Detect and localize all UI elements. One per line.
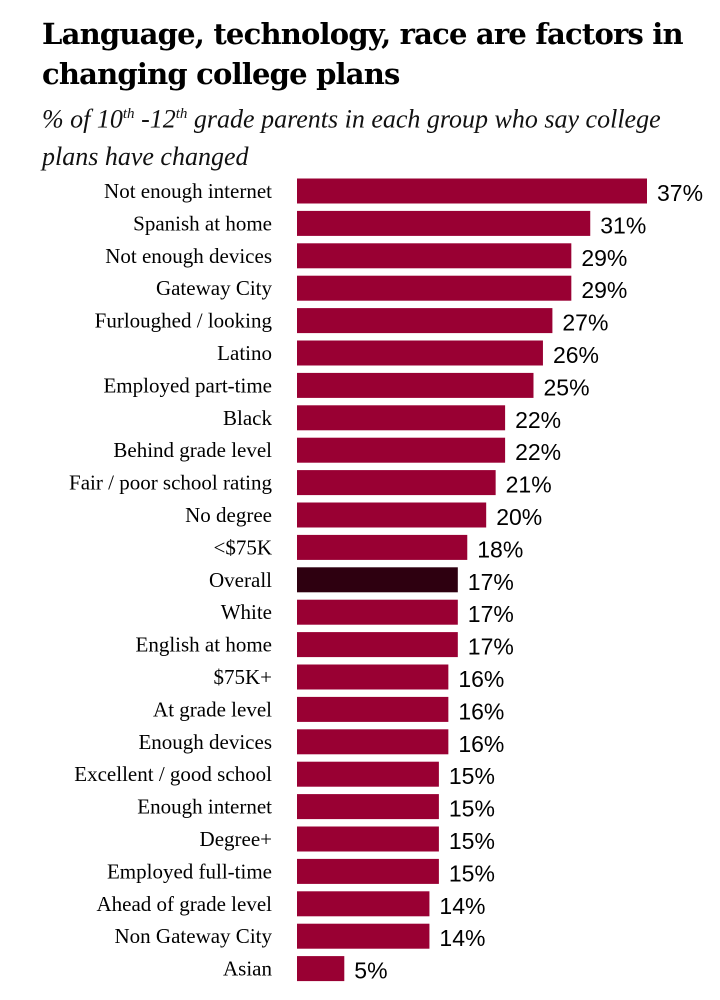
chart-title: Language, technology, race are factors i…: [42, 17, 684, 91]
category-label: Black: [223, 406, 272, 430]
bar: [297, 502, 487, 528]
category-label: Enough devices: [138, 730, 272, 754]
subtitle-sup: th: [122, 106, 135, 122]
category-label: English at home: [136, 633, 272, 657]
category-label: Gateway City: [156, 276, 273, 300]
category-label: White: [221, 600, 272, 624]
category-label: Non Gateway City: [115, 924, 273, 948]
category-label: Overall: [209, 568, 272, 592]
data-label: 37%: [657, 180, 703, 206]
bar: [297, 340, 543, 366]
data-label: 17%: [468, 601, 514, 627]
category-label: Not enough devices: [105, 244, 272, 268]
bar: [297, 567, 458, 593]
data-label: 21%: [506, 472, 552, 498]
bar: [297, 923, 430, 949]
bar: [297, 891, 430, 917]
bar: [297, 696, 449, 722]
bar: [297, 858, 439, 884]
bar: [297, 729, 449, 755]
bar: [297, 437, 506, 463]
category-label: Employed full-time: [107, 859, 272, 883]
bar: [297, 956, 345, 982]
bar: [297, 178, 647, 204]
category-label: Degree+: [200, 827, 272, 851]
category-label: Fair / poor school rating: [69, 471, 272, 495]
data-label: 16%: [458, 666, 504, 692]
subtitle-sup: th: [175, 106, 188, 122]
category-label: <$75K: [213, 535, 272, 559]
data-label: 29%: [581, 245, 627, 271]
subtitle-part: % of 10: [42, 104, 123, 134]
bar: [297, 275, 572, 301]
category-label: No degree: [185, 503, 272, 527]
bar: [297, 210, 591, 236]
subtitle-part: grade parents in each group who say coll…: [42, 104, 661, 171]
data-label: 16%: [458, 698, 504, 724]
data-label: 20%: [496, 504, 542, 530]
bar: [297, 405, 506, 431]
bar: [297, 599, 458, 625]
category-label: Behind grade level: [113, 438, 272, 462]
category-label: Employed part-time: [103, 373, 272, 397]
category-label: At grade level: [153, 697, 272, 721]
bar: [297, 243, 572, 269]
data-label: 31%: [600, 212, 646, 238]
data-label: 15%: [449, 796, 495, 822]
data-label: 18%: [477, 536, 523, 562]
data-label: 5%: [354, 958, 387, 984]
data-label: 17%: [468, 569, 514, 595]
data-label: 17%: [468, 634, 514, 660]
category-label: Enough internet: [137, 795, 272, 819]
bar: [297, 632, 458, 658]
chart-subtitle: % of 10th -12th grade parents in each gr…: [42, 96, 712, 175]
data-label: 15%: [449, 763, 495, 789]
data-label: 29%: [581, 277, 627, 303]
bar: [297, 664, 449, 690]
bar: [297, 794, 439, 820]
category-label: Not enough internet: [104, 179, 272, 203]
data-label: 25%: [543, 374, 589, 400]
data-label: 16%: [458, 731, 504, 757]
data-label: 15%: [449, 860, 495, 886]
data-label: 14%: [439, 893, 485, 919]
data-label: 27%: [562, 310, 608, 336]
bar: [297, 826, 439, 852]
data-label: 22%: [515, 407, 561, 433]
bar: [297, 761, 439, 787]
category-label: Excellent / good school: [74, 762, 272, 786]
bar: [297, 308, 553, 334]
category-label: Latino: [217, 341, 272, 365]
subtitle-part: -12: [134, 104, 176, 134]
data-label: 15%: [449, 828, 495, 854]
category-label: $75K+: [213, 665, 272, 689]
data-label: 26%: [553, 342, 599, 368]
category-label: Asian: [223, 957, 272, 981]
data-label: 14%: [439, 925, 485, 951]
category-label: Ahead of grade level: [97, 892, 273, 916]
bar: [297, 534, 468, 560]
data-label: 22%: [515, 439, 561, 465]
category-label: Spanish at home: [133, 211, 272, 235]
bar: [297, 372, 534, 398]
bar: [297, 470, 496, 496]
category-label: Furloughed / looking: [95, 309, 273, 333]
